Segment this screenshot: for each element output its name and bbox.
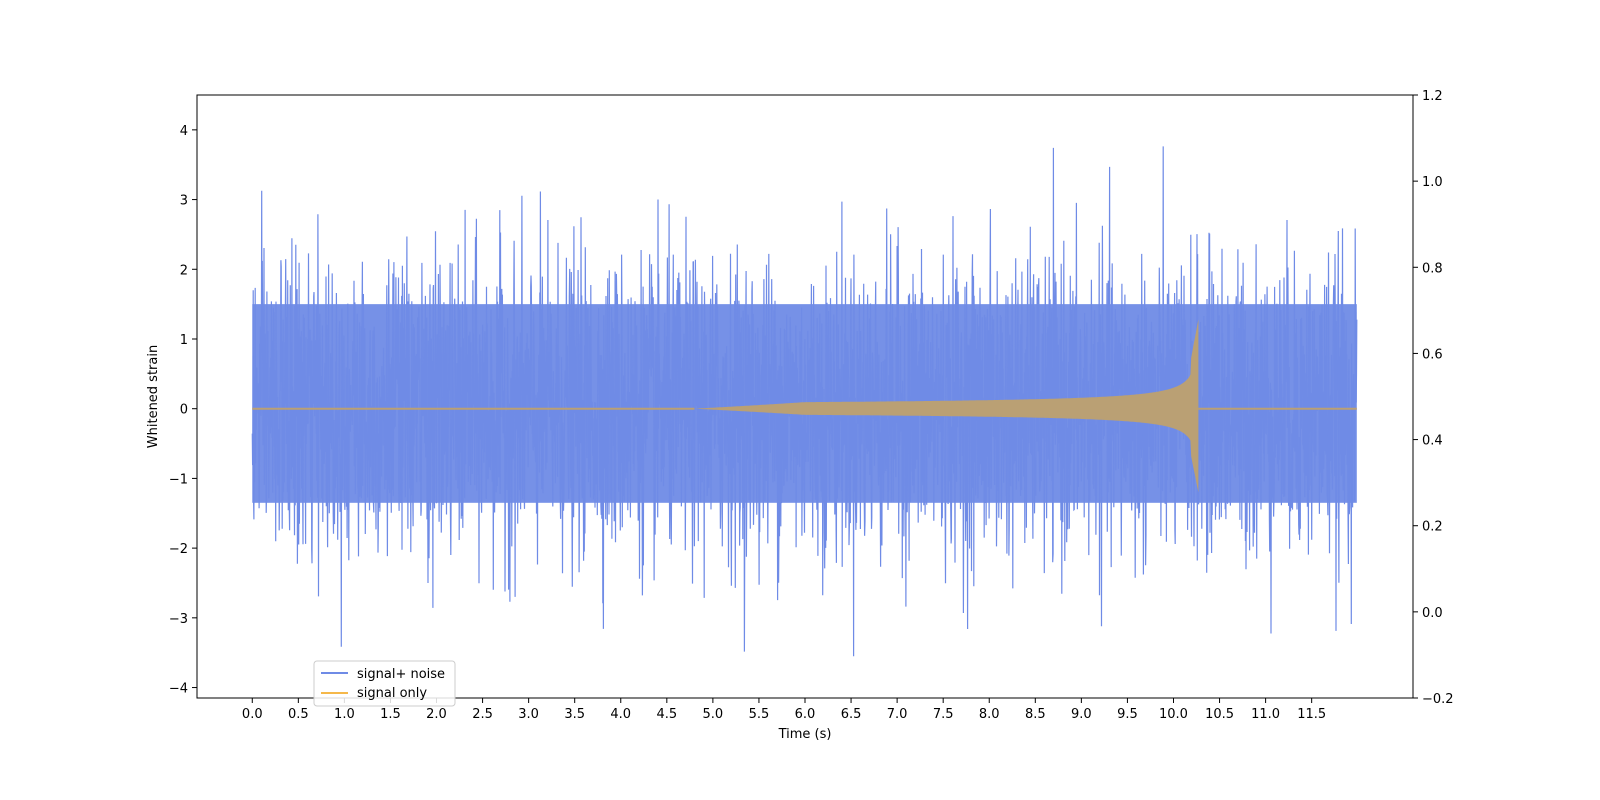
y-tick-label: 2 [180,263,188,278]
x-tick-label: 4.0 [610,707,631,722]
x-tick-label: 6.5 [841,707,862,722]
x-tick-label: 0.0 [242,707,263,722]
y2-tick-label: 0.4 [1422,434,1443,449]
x-tick-label: 2.5 [472,707,493,722]
y2-tick-label: 0.2 [1422,520,1443,535]
y-tick-label: 1 [180,333,188,348]
y2-tick-label: 1.2 [1422,89,1443,104]
x-tick-label: 1.5 [380,707,401,722]
x-tick-label: 11.5 [1297,707,1326,722]
y2-tick-label: 0.0 [1422,606,1443,621]
x-tick-label: 2.0 [426,707,447,722]
legend-box [313,660,456,707]
x-tick-label: 10.0 [1159,707,1188,722]
y2-tick-label: 1.0 [1422,175,1443,190]
x-tick-label: 8.0 [979,707,1000,722]
x-axis-label: Time (s) [778,727,832,742]
y2-tick-label: 0.6 [1422,347,1443,362]
x-tick-label: 9.0 [1071,707,1092,722]
x-tick-label: 10.5 [1205,707,1234,722]
y-tick-label: 4 [180,124,188,139]
y-tick-label: −1 [169,472,188,487]
y-tick-label: −2 [169,542,188,557]
y-axis-left: −4 −3 −2 −1 0 1 2 3 4 [169,124,197,697]
x-tick-label: 3.0 [518,707,539,722]
x-tick-label: 11.0 [1251,707,1280,722]
y-tick-label: −4 [169,682,188,697]
y2-tick-label: 0.8 [1422,261,1443,276]
x-axis: 0.0 0.5 1.0 1.5 2.0 2.5 3.0 3.5 4.0 4.5 5.0 5.5 6.0 6… [242,698,1326,722]
y-axis-right: −0.2 0.0 0.2 0.4 0.6 0.8 1.0 1.2 [1413,89,1454,707]
y-axis-label: Whitened strain [146,345,161,448]
x-tick-label: 6.0 [795,707,816,722]
y-tick-label: 3 [180,194,188,209]
x-tick-label: 3.5 [564,707,585,722]
signal-series [252,319,1357,493]
x-tick-label: 4.5 [656,707,677,722]
signal-chirp [694,319,1199,493]
legend-label-signal-only: signal only [357,686,427,701]
x-tick-label: 0.5 [288,707,309,722]
y2-tick-label: −0.2 [1422,692,1454,707]
y-tick-label: 0 [180,403,188,418]
x-tick-label: 9.5 [1117,707,1138,722]
legend: signal+ noise signal only [313,660,456,707]
x-tick-label: 7.0 [887,707,908,722]
y-tick-label: −3 [169,612,188,627]
x-tick-label: 5.0 [703,707,724,722]
legend-label-signal-noise: signal+ noise [357,667,445,682]
x-tick-label: 7.5 [933,707,954,722]
x-tick-label: 5.5 [749,707,770,722]
noise-line [251,146,1358,657]
x-tick-label: 8.5 [1025,707,1046,722]
x-tick-label: 1.0 [334,707,355,722]
